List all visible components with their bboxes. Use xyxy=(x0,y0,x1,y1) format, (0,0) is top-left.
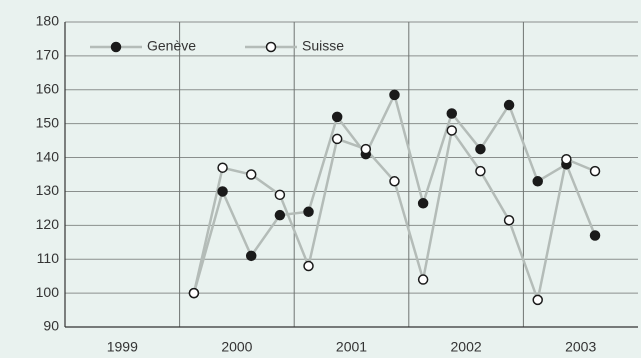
y-tick-label: 100 xyxy=(36,284,60,300)
data-point xyxy=(503,99,515,111)
y-tick-label: 160 xyxy=(36,80,60,96)
legend-label: Suisse xyxy=(302,38,344,54)
data-point xyxy=(274,189,286,201)
data-point xyxy=(532,294,543,306)
legend-marker xyxy=(265,41,277,53)
data-point xyxy=(217,186,228,197)
y-tick-label: 120 xyxy=(36,216,60,232)
data-point xyxy=(331,111,343,123)
x-tick-label: 2002 xyxy=(451,339,482,355)
data-point xyxy=(217,162,228,173)
data-point xyxy=(446,108,458,119)
data-point xyxy=(360,143,372,155)
y-tick-label: 150 xyxy=(36,114,60,130)
y-tick-label: 140 xyxy=(36,148,60,164)
data-point xyxy=(589,230,601,241)
y-tick-label: 110 xyxy=(37,250,60,266)
data-point xyxy=(389,89,400,101)
legend-marker xyxy=(110,41,122,53)
x-tick-label: 2003 xyxy=(565,339,596,355)
data-point xyxy=(475,165,486,177)
data-point xyxy=(446,125,458,136)
x-tick-label: 1999 xyxy=(107,339,138,355)
data-point xyxy=(303,206,314,218)
data-point xyxy=(475,143,486,155)
data-point xyxy=(245,169,257,180)
data-point xyxy=(245,250,257,262)
data-point xyxy=(532,176,543,187)
y-tick-label: 170 xyxy=(36,47,60,63)
data-point xyxy=(417,274,429,285)
y-tick-label: 180 xyxy=(36,13,60,29)
legend-label: Genève xyxy=(147,38,196,54)
data-point xyxy=(503,215,515,226)
x-tick-label: 2000 xyxy=(221,339,252,355)
data-point xyxy=(274,209,286,221)
data-point xyxy=(303,260,314,272)
data-point xyxy=(389,176,400,187)
data-point xyxy=(589,165,601,177)
x-tick-label: 2001 xyxy=(336,339,367,355)
data-point xyxy=(417,198,429,209)
y-tick-label: 130 xyxy=(36,182,60,198)
data-point xyxy=(188,287,200,299)
y-tick-label: 90 xyxy=(43,318,59,334)
data-point xyxy=(331,133,343,145)
data-point xyxy=(561,154,572,165)
